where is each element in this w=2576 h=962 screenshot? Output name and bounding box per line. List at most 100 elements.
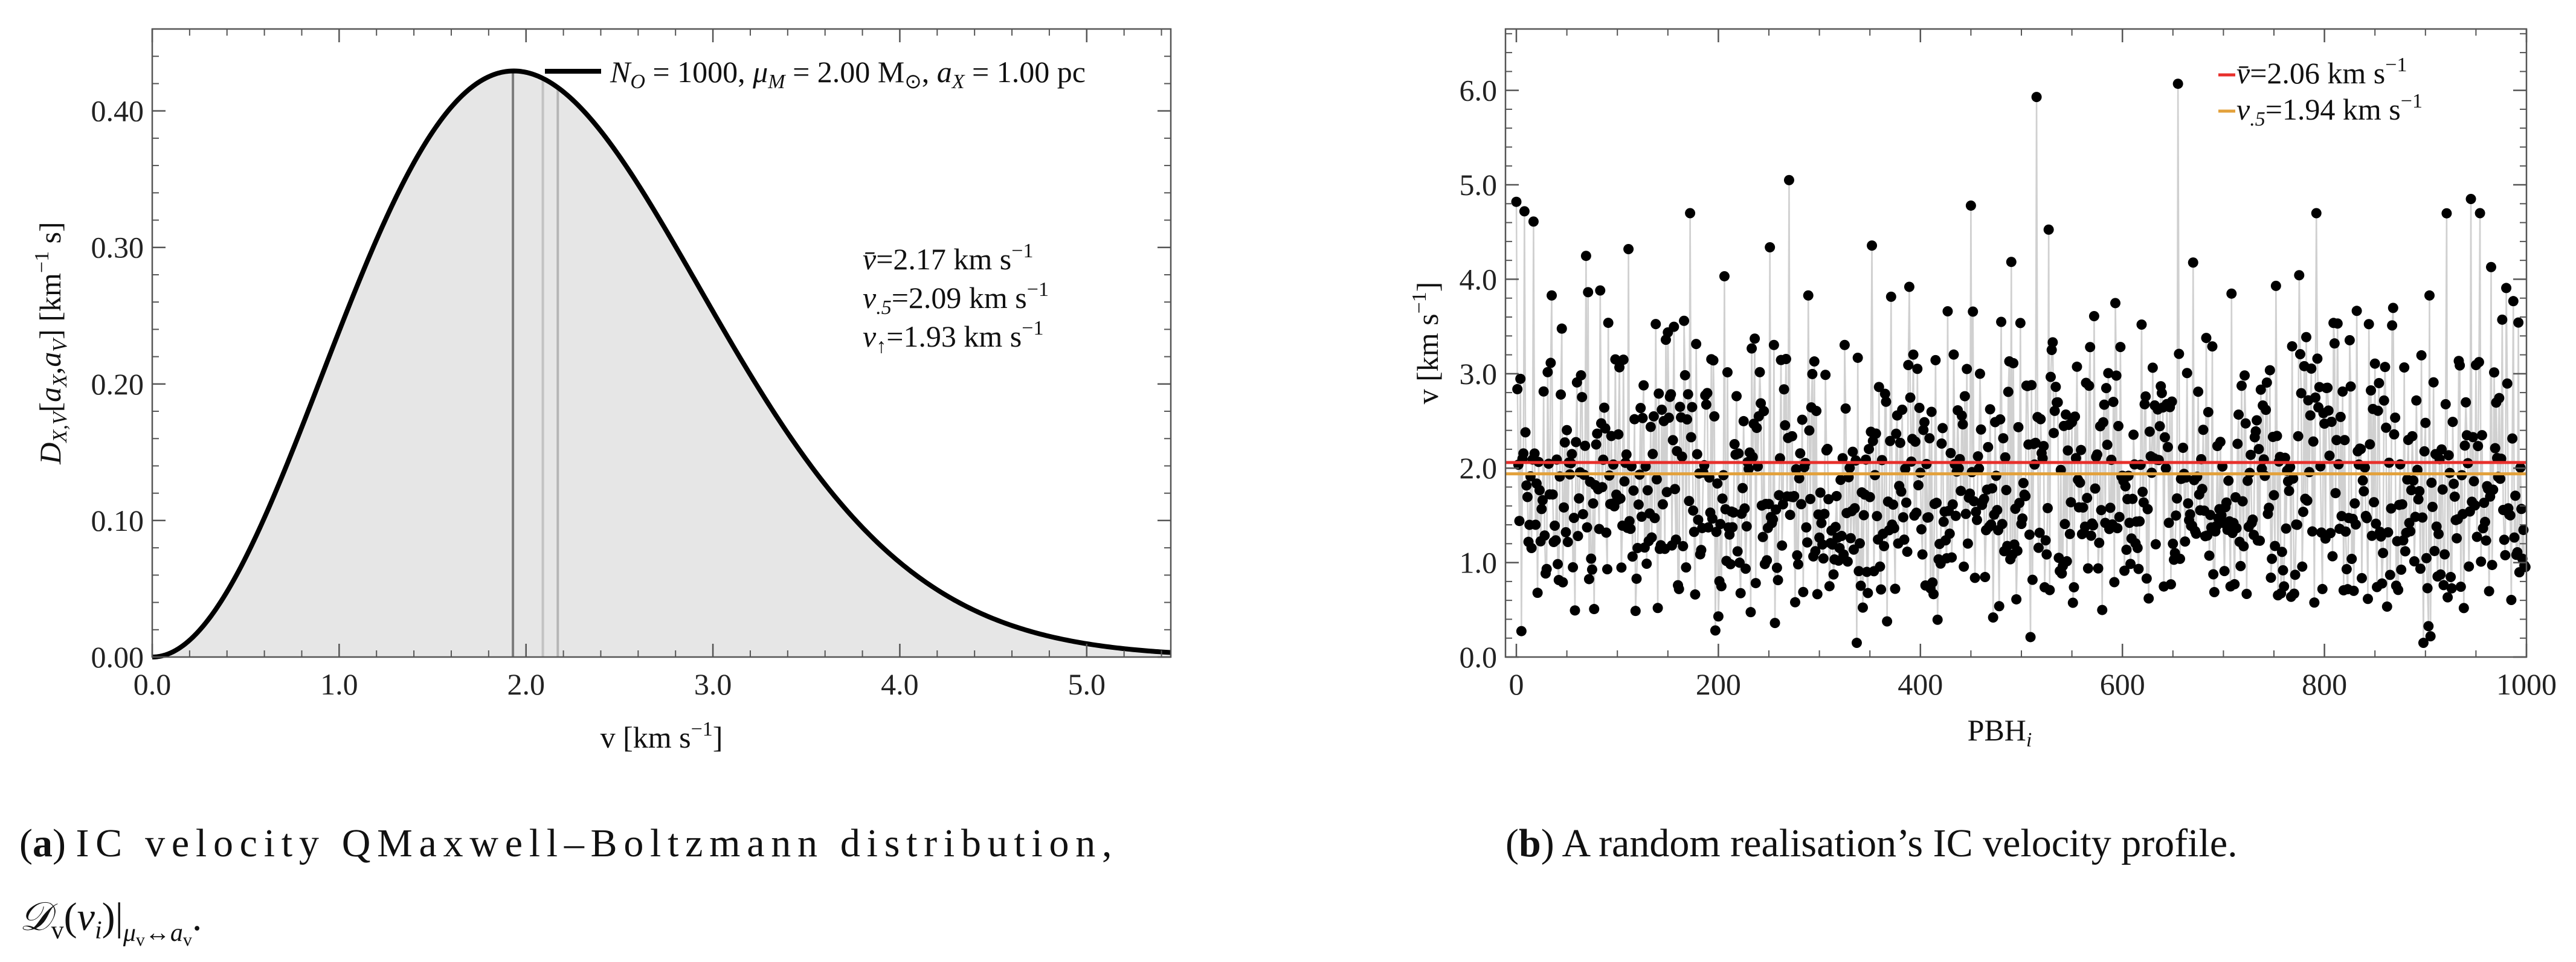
data-point (1908, 349, 1919, 360)
data-point (2485, 261, 2496, 272)
data-point (2090, 483, 2101, 494)
data-point (2006, 257, 2017, 268)
data-point (1942, 306, 1953, 317)
data-point (2027, 574, 2038, 585)
data-point (1727, 522, 1738, 533)
data-point (2409, 556, 2420, 566)
data-point (1529, 448, 1540, 459)
data-point (2045, 371, 2056, 382)
data-point (2441, 208, 2452, 219)
data-point (2309, 597, 2320, 608)
data-point (1945, 447, 1956, 458)
curve-area (152, 71, 1171, 657)
data-point (1992, 505, 2003, 516)
data-point (2288, 473, 2299, 484)
data-point (2327, 551, 2338, 562)
data-point (2505, 510, 2516, 521)
data-point (2162, 441, 2173, 452)
data-point (2250, 426, 2261, 437)
data-point (1897, 405, 1908, 415)
data-point (1597, 482, 1608, 493)
data-point (1709, 411, 1720, 422)
data-point (2243, 475, 2253, 486)
data-point (2471, 531, 2482, 542)
data-point (2183, 498, 2194, 509)
data-point (2247, 514, 2258, 525)
data-point (1667, 435, 1678, 446)
data-point (2084, 380, 2095, 391)
data-point (1722, 367, 1733, 377)
data-point (2446, 572, 2456, 583)
data-point (1532, 588, 1543, 598)
data-point (1895, 437, 1905, 448)
x-tick-label: 400 (1898, 667, 1943, 701)
data-point (1870, 428, 1881, 439)
data-point (1574, 493, 1585, 504)
data-point (1774, 490, 1785, 501)
data-point (2003, 386, 2014, 397)
data-point (2174, 348, 2185, 359)
data-point (1729, 439, 1740, 450)
data-point (2436, 444, 2447, 455)
data-point (2400, 546, 2410, 557)
data-point (1872, 511, 1882, 522)
data-point (2102, 440, 2113, 451)
data-point (1930, 354, 1941, 365)
data-point (1979, 493, 1989, 504)
data-point (2043, 224, 2054, 235)
data-point (1676, 451, 1687, 462)
data-point (2357, 475, 2368, 486)
data-point (1739, 503, 1750, 514)
data-point (1810, 546, 1821, 557)
data-point (1692, 449, 1702, 460)
data-point (1628, 485, 1639, 496)
panel-b-ylabel: v [km s−1] (1408, 282, 1444, 405)
data-point (2317, 583, 2328, 594)
data-point (1783, 175, 1794, 185)
data-point (2419, 446, 2430, 457)
data-point (1647, 449, 1658, 460)
y-tick-label: 0.40 (91, 94, 144, 128)
data-point (2508, 296, 2519, 307)
data-point (1864, 444, 1875, 455)
data-point (2276, 547, 2287, 557)
data-point (1798, 586, 1809, 597)
data-point (2123, 470, 2134, 481)
data-point (2374, 377, 2384, 388)
data-point (1712, 478, 1723, 489)
x-tick-label: 800 (2302, 667, 2347, 701)
data-point (2166, 396, 2177, 407)
data-point (1763, 499, 1774, 510)
data-point (1842, 556, 1853, 567)
x-tick-label: 4.0 (881, 667, 919, 701)
data-point (1816, 518, 1827, 528)
data-point (2439, 549, 2450, 560)
data-point (2484, 586, 2494, 597)
data-point (1759, 406, 1769, 417)
data-point (1811, 406, 1822, 417)
y-tick-label: 3.0 (1460, 357, 1498, 391)
data-point (2113, 420, 2124, 431)
data-point (1863, 588, 1873, 598)
data-point (2333, 459, 2344, 470)
data-point (2226, 288, 2237, 299)
data-point (1542, 367, 1553, 377)
data-point (1852, 352, 1863, 363)
data-point (2025, 632, 2036, 643)
data-point (1803, 290, 1814, 301)
data-point (2255, 535, 2265, 546)
data-point (1974, 368, 1985, 379)
data-point (2306, 363, 2317, 374)
data-point (1583, 574, 1594, 585)
data-point (2223, 475, 2234, 486)
data-point (2465, 194, 2476, 205)
data-point (1678, 540, 1689, 551)
data-point (2345, 381, 2356, 392)
data-point (2278, 565, 2288, 576)
data-point (1629, 414, 1640, 425)
data-point (2447, 417, 2458, 428)
data-point (2240, 418, 2251, 429)
data-point (2096, 505, 2107, 516)
data-point (2097, 604, 2108, 615)
data-point (2329, 338, 2340, 349)
